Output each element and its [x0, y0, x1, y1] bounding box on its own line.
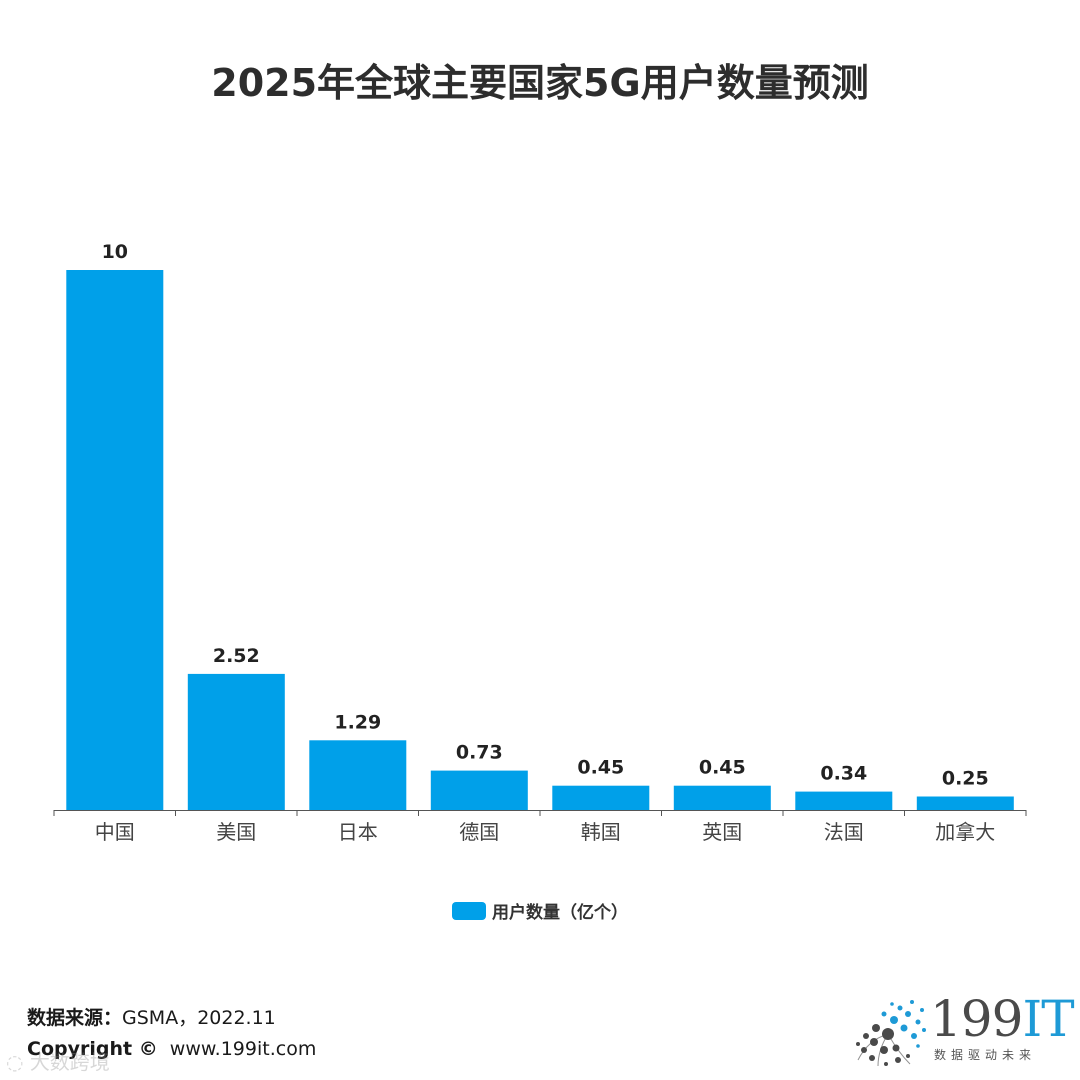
value-label-6: 0.34: [820, 763, 867, 785]
bar-7: [916, 796, 1014, 810]
copyright: Copyright © www.199it.com: [27, 1038, 316, 1060]
source-value: GSMA，2022.11: [122, 1007, 276, 1029]
bar-4: [552, 785, 650, 810]
logo-it: IT: [1022, 990, 1074, 1048]
bar-6: [795, 791, 893, 810]
value-label-7: 0.25: [942, 768, 989, 790]
logo-dots-icon: [856, 1000, 926, 1067]
logo-199it: 199IT 数据驱动未来: [848, 990, 1075, 1070]
bar-3: [430, 770, 528, 810]
value-label-5: 0.45: [699, 757, 746, 779]
value-label-3: 0.73: [456, 742, 503, 764]
category-label-1: 美国: [216, 820, 256, 844]
bar-1: [187, 673, 285, 810]
logo-digits: 199: [930, 990, 1023, 1048]
data-source: 数据来源：GSMA，2022.11: [27, 1003, 276, 1030]
value-label-2: 1.29: [334, 711, 381, 733]
category-label-4: 韩国: [581, 820, 621, 844]
bar-0: [66, 270, 164, 810]
category-label-7: 加拿大: [935, 820, 995, 844]
logo-text: 199IT: [930, 990, 1075, 1048]
bar-5: [673, 785, 771, 810]
source-label: 数据来源：: [27, 1007, 123, 1029]
category-label-3: 德国: [459, 820, 499, 844]
value-label-0: 10: [102, 241, 128, 263]
value-label-4: 0.45: [577, 757, 624, 779]
category-label-0: 中国: [95, 820, 135, 844]
category-label-5: 英国: [702, 820, 742, 844]
legend: 用户数量（亿个）: [0, 898, 1080, 923]
legend-swatch: [452, 901, 486, 920]
logo-tagline: 数据驱动未来: [934, 1048, 1037, 1062]
category-label-6: 法国: [824, 820, 864, 844]
bar-2: [309, 740, 407, 810]
copyright-label: Copyright ©: [27, 1038, 158, 1060]
copyright-url[interactable]: www.199it.com: [169, 1038, 317, 1060]
value-label-1: 2.52: [213, 645, 260, 667]
chart-title: 2025年全球主要国家5G用户数量预测: [211, 61, 869, 105]
legend-label: 用户数量（亿个）: [492, 903, 628, 923]
category-label-2: 日本: [338, 820, 378, 844]
